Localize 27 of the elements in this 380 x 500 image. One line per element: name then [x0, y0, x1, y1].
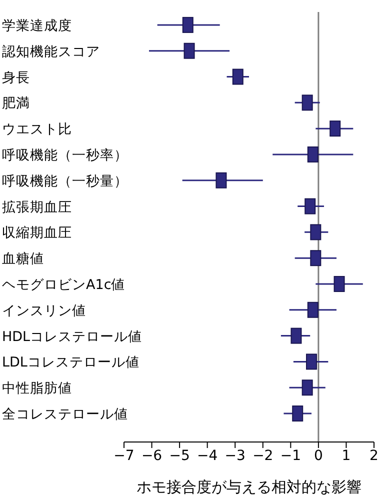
x-axis-title: ホモ接合度が与える相対的な影響 [136, 478, 362, 496]
y-tick-label: 中性脂肪値 [2, 380, 72, 397]
y-tick-label: 呼吸機能（一秒率） [2, 147, 128, 164]
y-tick-label: HDLコレステロール値 [2, 328, 142, 345]
x-tick-label: 2 [370, 448, 378, 464]
x-tick-label: 0 [314, 448, 323, 464]
y-tick-label: 全コレステロール値 [2, 406, 128, 423]
x-tick-label: −2 [252, 448, 274, 464]
y-tick-label: 認知機能スコア [2, 44, 100, 60]
x-tick-label: −3 [224, 448, 246, 464]
x-tick-label: −6 [141, 448, 162, 464]
y-tick-label: 血糖値 [2, 251, 44, 268]
y-tick-label: ヘモグロビンA1c値 [2, 276, 126, 293]
y-tick-label: 拡張期血圧 [2, 199, 72, 216]
x-tick-label: −4 [197, 448, 218, 464]
x-tick-label: −5 [169, 448, 190, 464]
y-tick-label: LDLコレステロール値 [2, 354, 140, 371]
y-tick-label: インスリン値 [2, 302, 86, 319]
y-tick-label: 学業達成度 [2, 18, 72, 34]
x-tick-label: −1 [280, 448, 301, 464]
x-tick-label: −7 [114, 448, 134, 464]
y-tick-label: ウエスト比 [2, 122, 72, 138]
x-tick-label: 1 [342, 448, 351, 464]
y-tick-label: 収縮期血圧 [2, 225, 72, 242]
y-tick-label: 肥満 [2, 96, 30, 112]
y-tick-label: 呼吸機能（一秒量） [2, 173, 128, 190]
y-tick-label: 身長 [2, 70, 30, 86]
